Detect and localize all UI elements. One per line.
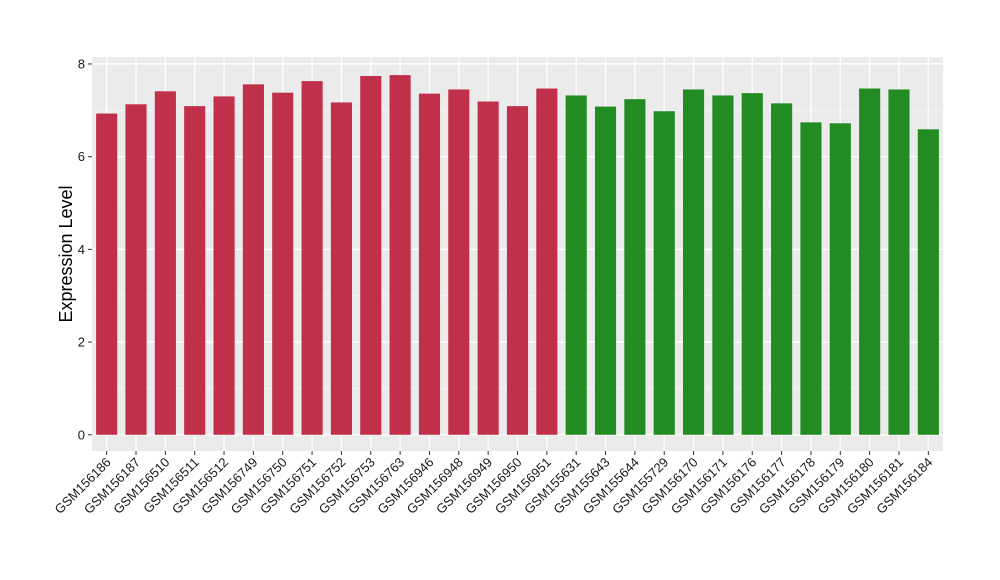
bar-GSM156180	[859, 88, 881, 435]
bar-GSM156170	[683, 89, 705, 435]
y-axis: 0 2 4 6 8	[78, 56, 92, 442]
bar-GSM155729	[653, 111, 675, 435]
bar-GSM156752	[330, 102, 352, 435]
y-tick-label: 8	[78, 56, 85, 71]
y-tick-label: 6	[78, 149, 85, 164]
bar-GSM156753	[360, 76, 382, 435]
bar-GSM156511	[184, 106, 206, 435]
y-axis-title: Expression Level	[56, 185, 76, 322]
bar-GSM156171	[712, 95, 734, 435]
bar-GSM156950	[506, 106, 529, 435]
y-tick-label: 0	[78, 427, 85, 442]
bar-GSM156184	[917, 129, 939, 435]
bar-GSM155643	[594, 106, 617, 435]
bar-GSM156763	[389, 75, 411, 435]
bar-GSM156179	[829, 123, 851, 435]
bar-GSM156512	[213, 96, 235, 435]
y-tick-label: 4	[78, 242, 85, 257]
bar-GSM156510	[154, 91, 176, 435]
bar-GSM156948	[448, 89, 470, 435]
bar-GSM155644	[624, 99, 646, 435]
y-tick-label: 2	[78, 335, 85, 350]
bar-GSM156749	[242, 84, 264, 435]
x-axis: GSM156186GSM156187GSM156510GSM156511GSM1…	[52, 451, 935, 517]
bar-GSM156186	[96, 113, 118, 435]
bar-GSM156181	[888, 89, 910, 435]
bar-GSM156178	[800, 122, 822, 435]
bar-GSM156177	[771, 103, 793, 435]
bar-GSM156946	[418, 93, 441, 435]
bar-GSM156751	[301, 81, 323, 435]
bar-GSM156176	[741, 93, 763, 435]
bar-GSM156951	[536, 88, 558, 435]
bars	[96, 75, 939, 435]
bar-GSM156750	[272, 92, 294, 435]
bar-GSM156187	[125, 104, 147, 435]
bar-GSM155631	[565, 95, 587, 435]
bar-GSM156949	[477, 101, 499, 435]
